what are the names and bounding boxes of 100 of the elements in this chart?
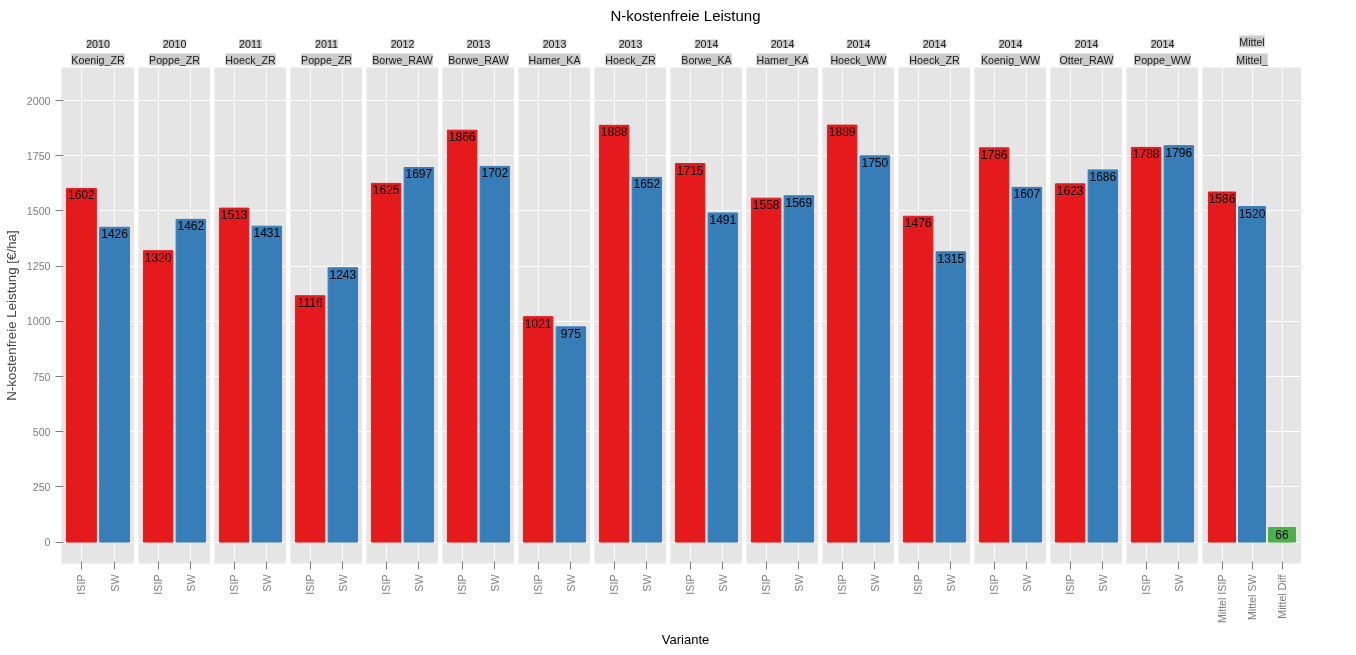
data-label: 1625	[372, 183, 400, 198]
data-label: 1866	[448, 130, 476, 145]
chart-subtitle: Borwe_RAW	[448, 53, 510, 66]
x-tick-label: SW	[792, 573, 805, 593]
x-tick-label: ISIP	[912, 574, 925, 596]
chart-title: 2014	[846, 37, 871, 50]
chart-subtitle: Poppe_ZR	[149, 53, 201, 66]
x-tick-label: SW	[488, 573, 501, 593]
chart-title: 2012	[390, 37, 415, 50]
y-tick-label: 0	[44, 536, 51, 549]
data-label: 1788	[1132, 147, 1160, 162]
x-tick-label: ISIP	[988, 574, 1001, 596]
x-tick-label: Mittel SW	[1246, 573, 1258, 621]
x-tick-label: SW	[336, 573, 349, 593]
x-tick-label: ISIP	[228, 574, 241, 596]
data-label: 1476	[904, 216, 932, 231]
x-tick-label: SW	[564, 573, 577, 593]
x-tick-label: ISIP	[836, 574, 849, 596]
x-tick-label: SW	[640, 573, 653, 593]
data-label: 1652	[633, 177, 661, 192]
chart-subtitle: Hamer_KA	[528, 53, 582, 66]
x-tick-label: ISIP	[75, 574, 88, 596]
chart-subtitle: Hoeck_ZR	[605, 53, 656, 66]
data-label: 1243	[329, 268, 357, 283]
x-tick-label: SW	[108, 573, 121, 593]
data-label: 1623	[1056, 184, 1084, 199]
chart-title: 2014	[694, 37, 719, 50]
y-tick-label: 1250	[26, 260, 51, 273]
data-label: 1786	[980, 148, 1008, 163]
data-label: 1491	[709, 213, 737, 228]
chart-title: 2011	[239, 37, 263, 50]
chart-subtitle: Koenig_WW	[980, 53, 1042, 66]
x-tick-label: SW	[944, 573, 957, 593]
chart-subtitle: Poppe_WW	[1134, 53, 1192, 66]
chart-title: 2013	[466, 37, 491, 50]
y-tick-label: 1000	[26, 315, 51, 328]
x-tick-label: Mittel ISIP	[1216, 574, 1228, 624]
text: Variante	[661, 631, 710, 650]
chart-title: 2014	[770, 37, 795, 50]
x-tick-label: ISIP	[608, 574, 621, 596]
x-tick-label: ISIP	[456, 574, 469, 596]
data-label: 1697	[405, 167, 433, 182]
data-label: 1513	[220, 208, 248, 223]
chart-title: Mittel	[1239, 35, 1265, 48]
x-tick-label: SW	[1096, 573, 1109, 593]
chart-title: 2014	[922, 37, 947, 50]
data-label: 1607	[1013, 187, 1041, 202]
y-tick-label: 1750	[26, 150, 51, 163]
y-tick-label: 2000	[26, 95, 51, 108]
data-label: 1520	[1238, 206, 1266, 221]
chart-subtitle: Hoeck_ZR	[225, 53, 276, 66]
x-tick-label: Mittel Diff	[1276, 574, 1288, 620]
chart-title: 2013	[542, 37, 567, 50]
x-tick-label: SW	[184, 573, 197, 593]
x-tick-label: ISIP	[760, 574, 773, 596]
x-tick-label: SW	[1020, 573, 1033, 593]
chart-subtitle: Borwe_KA	[681, 53, 733, 66]
data-label: 1796	[1165, 146, 1193, 161]
data-label: 1426	[101, 227, 129, 242]
chart-title: 2010	[162, 37, 187, 50]
data-label: 1021	[524, 317, 552, 332]
chart-title: 2010	[86, 37, 110, 50]
x-tick-label: SW	[1172, 573, 1185, 593]
data-label: 1315	[937, 252, 965, 267]
x-tick-label: ISIP	[532, 574, 545, 596]
x-tick-label: ISIP	[152, 574, 165, 596]
data-label: 1602	[68, 188, 96, 203]
x-tick-label: ISIP	[1064, 574, 1077, 596]
x-tick-label: ISIP	[380, 574, 393, 596]
chart-subtitle: Mittel_	[1236, 53, 1269, 66]
y-axis-title: N-kostenfreie Leistung [€/ha]	[3, 230, 19, 402]
x-tick-label: ISIP	[1140, 574, 1153, 596]
chart-title: 2014	[1150, 37, 1175, 50]
data-label: 1462	[177, 219, 205, 234]
chart-title: 2011	[315, 37, 339, 50]
data-label: 1569	[785, 196, 813, 211]
data-label: 1686	[1089, 170, 1117, 185]
x-tick-label: SW	[868, 573, 881, 593]
y-tick-label: 1500	[26, 205, 51, 218]
data-label: 1750	[861, 156, 889, 171]
x-tick-label: ISIP	[304, 574, 317, 596]
chart-subtitle: Borwe_RAW	[372, 53, 434, 66]
x-tick-label: SW	[260, 573, 273, 593]
text: N-kostenfreie Leistung	[610, 6, 761, 26]
data-label: 1320	[144, 251, 172, 266]
data-label: 1116	[297, 296, 323, 311]
chart-subtitle: Poppe_ZR	[301, 53, 353, 66]
data-label: 1431	[253, 226, 281, 241]
data-label: 1889	[828, 125, 856, 140]
data-label: 1586	[1208, 192, 1236, 207]
y-tick-label: 750	[32, 370, 51, 383]
chart-subtitle: Otter_RAW	[1059, 53, 1115, 66]
data-label: 1702	[481, 166, 509, 181]
x-tick-label: SW	[716, 573, 729, 593]
data-label: 1888	[600, 125, 628, 140]
chart-title: 2013	[618, 37, 643, 50]
chart-title: 2014	[998, 37, 1023, 50]
chart-title: 2014	[1074, 37, 1099, 50]
chart-subtitle: Hoeck_WW	[830, 53, 888, 66]
y-tick-label: 250	[32, 481, 51, 494]
